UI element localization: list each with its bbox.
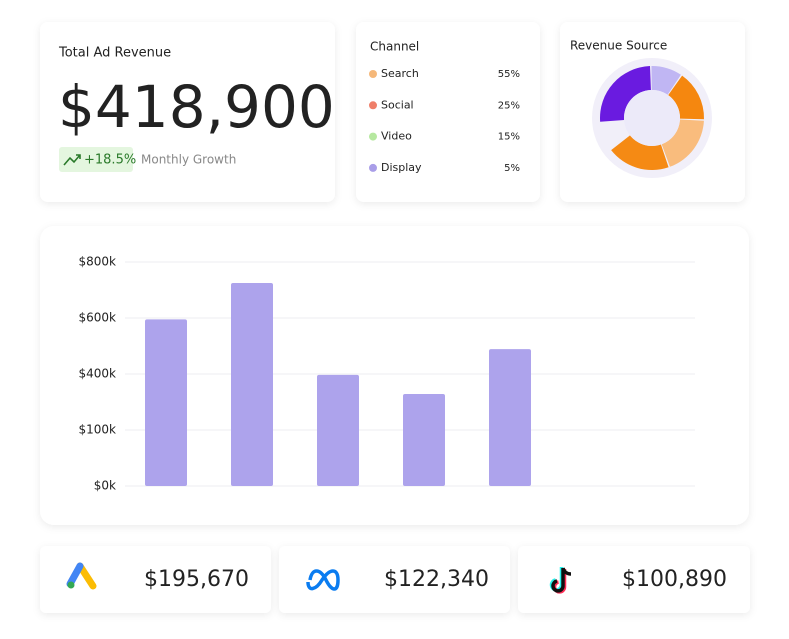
- channel-name: Search: [381, 67, 419, 80]
- bar: [403, 393, 445, 486]
- platform-card: [279, 546, 510, 613]
- growth-badge: [59, 147, 133, 172]
- donut-hole: [624, 90, 680, 146]
- total-value: $418,900: [58, 73, 335, 141]
- channel-dot: [369, 101, 377, 110]
- growth-value: +18.5%: [84, 153, 136, 168]
- trend-icon: [63, 154, 81, 166]
- platform-amount: $122,340: [384, 567, 489, 592]
- y-tick-label: $400k: [79, 367, 117, 381]
- donut-segment: [651, 66, 681, 95]
- card-title: Total Ad Revenue: [58, 46, 171, 61]
- google-ads-logo: [66, 562, 97, 590]
- growth-label: Monthly Growth: [141, 153, 236, 167]
- channel-name: Video: [381, 130, 412, 143]
- channel-card: [356, 22, 540, 202]
- donut-segment: [668, 75, 705, 120]
- bar: [145, 319, 187, 486]
- channel-dot: [369, 132, 377, 141]
- y-tick-label: $0k: [94, 479, 116, 493]
- channel-share: 25%: [498, 100, 520, 111]
- channel-share: 15%: [498, 132, 520, 143]
- bar: [231, 283, 273, 486]
- bar: [317, 374, 359, 486]
- chart-title: Revenue Source: [570, 39, 667, 53]
- donut: [600, 66, 705, 170]
- bar: [489, 349, 531, 486]
- channel-dot: [369, 70, 377, 78]
- channel-dot: [369, 163, 377, 172]
- y-tick-label: $600k: [79, 311, 117, 325]
- channel-list: Search 55% Social 25% Video 15% Display 5%: [369, 67, 520, 174]
- chart-card: [40, 226, 749, 525]
- channel-share: 55%: [498, 69, 520, 80]
- donut-segment: [661, 119, 704, 167]
- bar-chart: $0k $100k $400k $600k $800k: [79, 255, 695, 493]
- tiktok-logo: [549, 567, 572, 594]
- platform-card: [40, 546, 271, 613]
- meta-logo: [306, 569, 340, 591]
- platform-amount: $195,670: [144, 567, 249, 592]
- channel-share: 5%: [504, 163, 520, 174]
- card-title: Channel: [370, 40, 419, 54]
- channel-name: Social: [381, 98, 414, 111]
- y-tick-label: $100k: [79, 423, 117, 437]
- donut-segment: [600, 66, 651, 122]
- donut-segment: [611, 135, 669, 170]
- platform-amount: $100,890: [622, 567, 727, 592]
- platform-card: [518, 546, 750, 613]
- y-tick-label: $800k: [79, 255, 117, 269]
- channel-name: Display: [381, 161, 422, 174]
